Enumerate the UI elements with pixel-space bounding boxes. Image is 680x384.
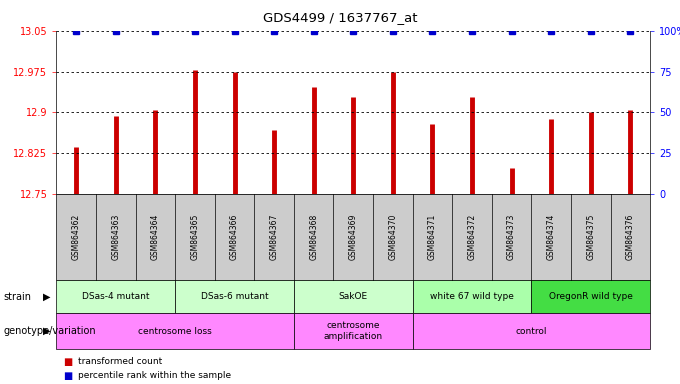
- Text: GSM864376: GSM864376: [626, 214, 635, 260]
- Text: DSas-4 mutant: DSas-4 mutant: [82, 292, 150, 301]
- Text: GSM864372: GSM864372: [467, 214, 477, 260]
- Text: DSas-6 mutant: DSas-6 mutant: [201, 292, 269, 301]
- Text: ■: ■: [63, 371, 73, 381]
- Text: GSM864367: GSM864367: [269, 214, 279, 260]
- Text: GSM864364: GSM864364: [151, 214, 160, 260]
- Text: OregonR wild type: OregonR wild type: [549, 292, 632, 301]
- Text: GSM864375: GSM864375: [586, 214, 595, 260]
- Text: percentile rank within the sample: percentile rank within the sample: [78, 371, 231, 380]
- Text: GSM864363: GSM864363: [112, 214, 120, 260]
- Text: genotype/variation: genotype/variation: [3, 326, 96, 336]
- Text: SakOE: SakOE: [339, 292, 368, 301]
- Text: white 67 wild type: white 67 wild type: [430, 292, 514, 301]
- Text: GDS4499 / 1637767_at: GDS4499 / 1637767_at: [262, 11, 418, 24]
- Text: GSM864362: GSM864362: [71, 214, 81, 260]
- Text: GSM864368: GSM864368: [309, 214, 318, 260]
- Text: control: control: [515, 327, 547, 336]
- Text: strain: strain: [3, 291, 31, 302]
- Text: ■: ■: [63, 357, 73, 367]
- Text: GSM864373: GSM864373: [507, 214, 516, 260]
- Text: transformed count: transformed count: [78, 357, 163, 366]
- Text: GSM864366: GSM864366: [230, 214, 239, 260]
- Text: GSM864371: GSM864371: [428, 214, 437, 260]
- Text: centrosome loss: centrosome loss: [138, 327, 212, 336]
- Text: GSM864369: GSM864369: [349, 214, 358, 260]
- Text: ▶: ▶: [42, 291, 50, 302]
- Text: GSM864370: GSM864370: [388, 214, 397, 260]
- Text: GSM864365: GSM864365: [190, 214, 199, 260]
- Text: ▶: ▶: [42, 326, 50, 336]
- Text: GSM864374: GSM864374: [547, 214, 556, 260]
- Text: centrosome
amplification: centrosome amplification: [324, 321, 383, 341]
